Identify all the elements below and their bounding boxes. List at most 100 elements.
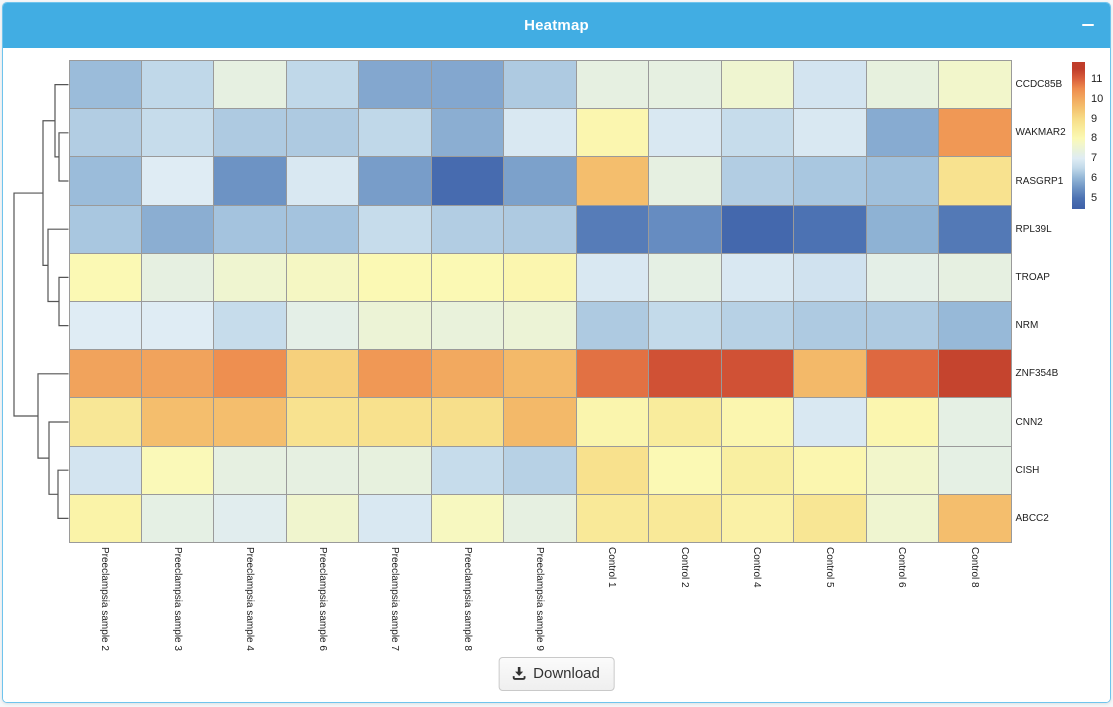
row-label: RPL39L [1015,223,1052,235]
heatmap-cell [721,157,794,205]
heatmap-cell [359,494,431,542]
heatmap-cell [69,157,141,205]
heatmap-cell [359,302,431,350]
heatmap-cell [939,253,1011,301]
row-label: NRM [1015,320,1039,332]
heatmap-cell [504,302,576,350]
download-icon [512,666,526,680]
heatmap-cell [939,61,1011,109]
heatmap-cell [504,398,576,446]
heatmap-cell [866,398,939,446]
heatmap-cell [69,350,141,398]
download-button-label: Download [533,665,600,682]
heatmap-cell [431,109,504,157]
heatmap-cell [939,446,1011,494]
heatmap-cell [214,302,286,350]
heatmap-cell [939,302,1011,350]
heatmap-cell [649,61,721,109]
heatmap-cell [576,494,649,542]
heatmap-cell [214,61,286,109]
column-label: Preeclampsia sample 2 [99,547,111,651]
heatmap-cell [214,350,286,398]
column-label: Control 2 [678,547,690,588]
heatmap-cell [939,398,1011,446]
column-label: Preeclampsia sample 8 [461,547,473,651]
heatmap-cell [214,253,286,301]
heatmap-cell [504,446,576,494]
column-label: Preeclampsia sample 7 [389,547,401,651]
heatmap-cell [866,446,939,494]
column-label: Control 6 [896,547,908,588]
download-button[interactable]: Download [498,657,615,691]
heatmap-cell [141,398,214,446]
heatmap-cell [286,109,359,157]
column-label: Preeclampsia sample 9 [534,547,545,651]
heatmap-cell [721,446,794,494]
heatmap-cell [141,446,214,494]
heatmap-cell [649,157,721,205]
heatmap-cell [141,494,214,542]
heatmap-cell [431,494,504,542]
heatmap-cell [721,302,794,350]
colorbar-tick: 10 [1091,92,1104,105]
heatmap-cell [504,205,576,253]
colorbar-tick: 7 [1091,152,1098,165]
heatmap-cell [649,302,721,350]
heatmap-panel: CCDC85B WAKMAR2 RASGRP1 RPL39L TROAP NRM ZNF35… [3,48,1110,702]
heatmap-cell [866,109,939,157]
column-label: Preeclampsia sample 6 [316,547,328,651]
heatmap-cell [939,205,1011,253]
heatmap-cell [214,494,286,542]
heatmap-cell [866,253,939,301]
heatmap-cell [866,205,939,253]
heatmap-cell [431,302,504,350]
column-label: Control 8 [968,547,980,588]
column-label: Preeclampsia sample 3 [171,547,183,651]
row-label: WAKMAR2 [1015,127,1066,139]
heatmap-cell [504,157,576,205]
heatmap-cell [286,398,359,446]
colorbar-tick: 6 [1091,172,1098,185]
row-label: ABCC2 [1015,512,1049,524]
minimize-button[interactable] [1078,15,1098,35]
heatmap-cell [214,157,286,205]
heatmap-cell [866,61,939,109]
colorbar-tick: 8 [1091,132,1098,145]
heatmap-cell [939,350,1011,398]
heatmap-cell [359,446,431,494]
heatmap-cell [649,446,721,494]
column-label: Control 5 [823,547,835,588]
heatmap-cell [141,350,214,398]
heatmap-cell [359,350,431,398]
heatmap-cell [359,109,431,157]
heatmap-cell [794,302,866,350]
row-label: CISH [1015,464,1040,476]
colorbar-tick: 11 [1091,72,1103,85]
heatmap-cell [721,253,794,301]
heatmap-cell [286,494,359,542]
heatmap-cell [649,253,721,301]
heatmap-cell [141,157,214,205]
heatmap-cell [721,350,794,398]
heatmap-cell [576,109,649,157]
heatmap-cell [359,398,431,446]
heatmap-cell [141,205,214,253]
heatmap-cell [794,61,866,109]
heatmap-cell [214,398,286,446]
heatmap-cell [721,398,794,446]
heatmap-cell [69,61,141,109]
heatmap-cell [721,494,794,542]
heatmap-cell [794,109,866,157]
heatmap-cell [504,109,576,157]
heatmap-cell [359,61,431,109]
column-label: Preeclampsia sample 4 [244,547,256,651]
heatmap-cell [576,205,649,253]
heatmap-cell [576,253,649,301]
heatmap-cell [286,446,359,494]
heatmap-cell [359,157,431,205]
heatmap-cell [504,350,576,398]
heatmap-cell [359,205,431,253]
heatmap-cell [141,302,214,350]
row-label: CNN2 [1015,416,1043,428]
